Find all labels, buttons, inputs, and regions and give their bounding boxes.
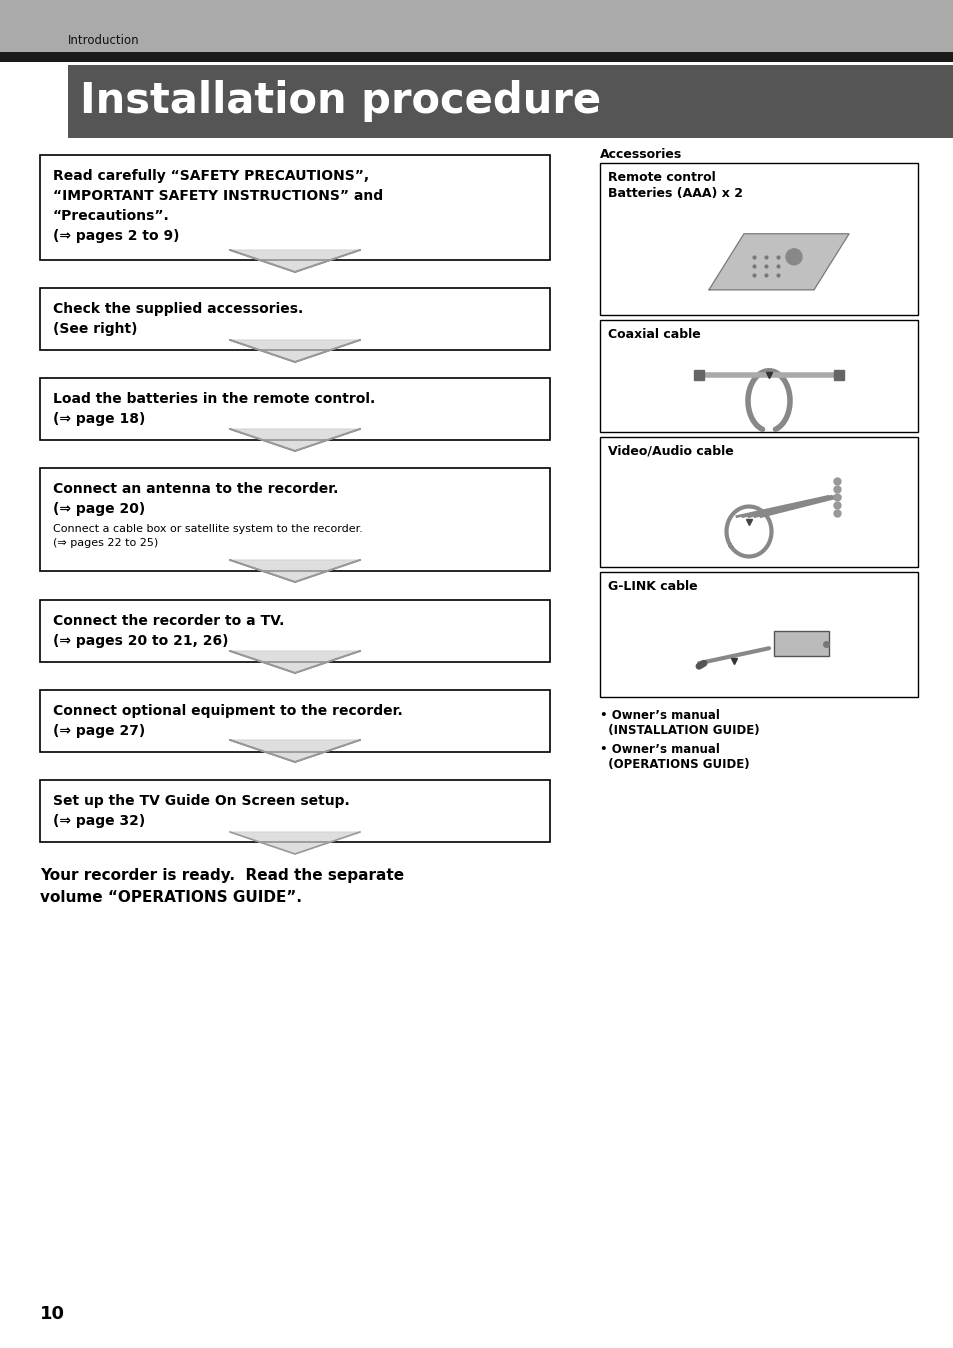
Bar	[0, 0, 953, 53]
Text: Remote control: Remote control	[607, 171, 715, 183]
Text: Check the supplied accessories.: Check the supplied accessories.	[53, 302, 303, 315]
Polygon shape	[230, 340, 359, 363]
Text: Load the batteries in the remote control.: Load the batteries in the remote control…	[53, 392, 375, 406]
Bar	[40, 155, 550, 260]
Text: Connect the recorder to a TV.: Connect the recorder to a TV.	[53, 613, 284, 628]
Text: (⇒ pages 2 to 9): (⇒ pages 2 to 9)	[53, 229, 179, 243]
Text: (⇒ pages 20 to 21, 26): (⇒ pages 20 to 21, 26)	[53, 634, 229, 648]
Text: “Precautions”.: “Precautions”.	[53, 209, 170, 222]
Bar	[40, 600, 550, 662]
Bar	[40, 690, 550, 752]
Text: Set up the TV Guide On Screen setup.: Set up the TV Guide On Screen setup.	[53, 794, 350, 807]
Text: Batteries (AAA) x 2: Batteries (AAA) x 2	[607, 187, 742, 200]
Text: (⇒ pages 22 to 25): (⇒ pages 22 to 25)	[53, 538, 158, 549]
Text: • Owner’s manual
  (INSTALLATION GUIDE): • Owner’s manual (INSTALLATION GUIDE)	[599, 709, 759, 737]
Text: Coaxial cable: Coaxial cable	[607, 328, 700, 341]
Text: • Owner’s manual
  (OPERATIONS GUIDE): • Owner’s manual (OPERATIONS GUIDE)	[599, 743, 749, 771]
Polygon shape	[230, 249, 359, 272]
Text: (⇒ page 20): (⇒ page 20)	[53, 501, 145, 516]
Bar	[40, 468, 550, 572]
Text: Video/Audio cable: Video/Audio cable	[607, 445, 733, 458]
Text: Your recorder is ready.  Read the separate: Your recorder is ready. Read the separat…	[40, 868, 404, 883]
Text: (⇒ page 18): (⇒ page 18)	[53, 412, 145, 426]
Circle shape	[785, 249, 801, 264]
Bar	[40, 780, 550, 842]
Text: Introduction: Introduction	[68, 34, 139, 46]
Text: “IMPORTANT SAFETY INSTRUCTIONS” and: “IMPORTANT SAFETY INSTRUCTIONS” and	[53, 189, 383, 204]
Bar	[40, 288, 550, 350]
Bar	[599, 163, 917, 315]
Text: (⇒ page 32): (⇒ page 32)	[53, 814, 145, 828]
Bar	[599, 437, 917, 568]
Polygon shape	[230, 740, 359, 762]
Bar	[599, 319, 917, 431]
Text: (See right): (See right)	[53, 322, 137, 336]
Text: Connect optional equipment to the recorder.: Connect optional equipment to the record…	[53, 704, 402, 718]
Text: Accessories: Accessories	[599, 148, 681, 160]
Polygon shape	[230, 651, 359, 673]
Bar	[40, 377, 550, 439]
Polygon shape	[230, 832, 359, 855]
Bar	[773, 631, 828, 656]
Text: Installation procedure: Installation procedure	[80, 81, 600, 123]
Polygon shape	[230, 559, 359, 582]
Text: G-LINK cable: G-LINK cable	[607, 580, 697, 593]
Text: 10: 10	[40, 1305, 65, 1322]
Polygon shape	[230, 429, 359, 452]
Text: volume “OPERATIONS GUIDE”.: volume “OPERATIONS GUIDE”.	[40, 890, 302, 905]
Bar	[0, 53, 953, 62]
Text: Connect an antenna to the recorder.: Connect an antenna to the recorder.	[53, 483, 338, 496]
Text: Read carefully “SAFETY PRECAUTIONS”,: Read carefully “SAFETY PRECAUTIONS”,	[53, 168, 369, 183]
Polygon shape	[708, 233, 848, 290]
Bar	[599, 572, 917, 697]
Text: (⇒ page 27): (⇒ page 27)	[53, 724, 145, 737]
Text: Connect a cable box or satellite system to the recorder.: Connect a cable box or satellite system …	[53, 524, 362, 534]
Bar	[68, 65, 953, 137]
